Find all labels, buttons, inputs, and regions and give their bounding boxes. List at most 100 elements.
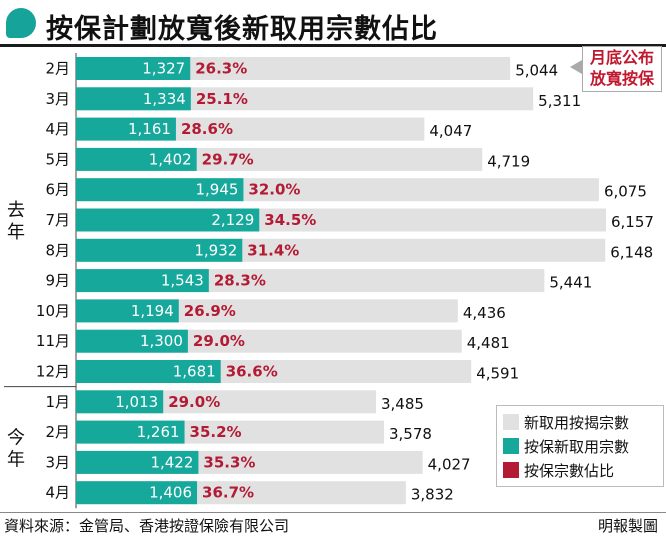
- label-insured: 1,300: [140, 332, 183, 350]
- category-label: 6月: [45, 181, 70, 199]
- group-label-this-year: 今: [7, 427, 25, 448]
- label-insured: 1,194: [131, 302, 174, 320]
- category-label: 11月: [36, 332, 70, 350]
- category-label: 1月: [45, 393, 70, 411]
- label-total: 6,148: [610, 243, 653, 261]
- label-insured: 1,327: [142, 60, 185, 78]
- callout-line-1: 月底公布: [589, 48, 654, 67]
- label-total: 4,591: [476, 365, 519, 383]
- label-share: 28.3%: [214, 272, 266, 290]
- category-label: 12月: [36, 363, 70, 381]
- label-share: 31.4%: [247, 241, 299, 259]
- category-label: 4月: [45, 484, 70, 502]
- title-underline: [0, 44, 666, 47]
- label-insured: 1,013: [115, 393, 158, 411]
- category-label: 2月: [45, 60, 70, 78]
- bar-insured: [76, 420, 185, 444]
- legend-swatch-share: [503, 462, 519, 478]
- bar-insured: [76, 57, 191, 80]
- category-label: 4月: [45, 120, 70, 138]
- bar-insured: [76, 269, 209, 293]
- group-label-last-year: 年: [7, 222, 25, 243]
- speech-bubble-icon: [6, 8, 36, 38]
- legend-item-insured: 按保新取用宗數: [503, 434, 657, 458]
- category-label: 7月: [45, 211, 70, 229]
- title-row: 按保計劃放寬後新取用宗數佔比: [0, 0, 666, 48]
- label-share: 32.0%: [248, 181, 300, 199]
- label-share: 34.5%: [264, 211, 316, 229]
- legend: 新取用按揭宗數 按保新取用宗數 按保宗數佔比: [496, 405, 664, 487]
- legend-label-total: 新取用按揭宗數: [524, 413, 630, 432]
- label-total: 4,027: [428, 455, 471, 473]
- label-share: 25.1%: [196, 90, 248, 108]
- label-total: 6,075: [604, 183, 647, 201]
- bar-insured: [76, 299, 179, 323]
- label-share: 35.2%: [190, 423, 242, 441]
- label-total: 4,719: [487, 152, 530, 170]
- callout-pointer: [570, 60, 582, 74]
- callout-line-2: 放寬按保: [589, 69, 654, 88]
- label-insured: 1,402: [149, 150, 192, 168]
- bar-insured: [76, 178, 244, 202]
- label-insured: 2,129: [211, 211, 254, 229]
- bar-insured: [76, 329, 188, 353]
- source-note: 資料來源：金管局、香港按證保險有限公司: [4, 517, 290, 535]
- label-insured: 1,161: [128, 120, 171, 138]
- label-total: 5,311: [538, 92, 581, 110]
- legend-label-insured: 按保新取用宗數: [524, 437, 630, 456]
- label-share: 36.6%: [226, 363, 278, 381]
- bar-insured: [76, 208, 260, 232]
- legend-label-share: 按保宗數佔比: [524, 461, 615, 480]
- label-share: 29.7%: [202, 150, 254, 168]
- bar-insured: [76, 450, 199, 474]
- bar-insured: [76, 147, 197, 171]
- label-total: 4,047: [429, 122, 472, 140]
- legend-item-total: 新取用按揭宗數: [503, 410, 657, 434]
- legend-swatch-insured: [503, 438, 519, 454]
- label-insured: 1,945: [195, 181, 238, 199]
- label-total: 3,485: [381, 395, 424, 413]
- category-label: 3月: [45, 90, 70, 108]
- label-insured: 1,543: [161, 272, 204, 290]
- label-total: 6,157: [611, 213, 654, 231]
- label-total: 5,441: [549, 274, 592, 292]
- group-label-last-year: 去: [7, 200, 25, 221]
- label-insured: 1,261: [137, 423, 180, 441]
- bar-insured: [76, 390, 164, 414]
- bar-insured: [76, 481, 198, 505]
- label-share: 26.3%: [195, 60, 247, 78]
- label-insured: 1,334: [143, 90, 186, 108]
- category-label: 9月: [45, 272, 70, 290]
- bar-insured: [76, 87, 191, 111]
- label-share: 28.6%: [181, 120, 233, 138]
- bar-insured: [76, 360, 221, 383]
- label-total: 3,832: [411, 486, 454, 504]
- category-label: 3月: [45, 453, 70, 471]
- label-insured: 1,422: [150, 453, 193, 471]
- label-insured: 1,932: [194, 241, 237, 259]
- label-insured: 1,406: [149, 484, 192, 502]
- label-insured: 1,681: [173, 363, 216, 381]
- category-label: 10月: [36, 302, 70, 320]
- footer-divider: [0, 512, 666, 513]
- bar-insured: [76, 238, 243, 262]
- label-total: 4,436: [463, 304, 506, 322]
- label-share: 26.9%: [184, 302, 236, 320]
- credit-note: 明報製圖: [597, 517, 658, 535]
- label-share: 29.0%: [168, 393, 220, 411]
- category-label: 8月: [45, 241, 70, 259]
- label-total: 4,481: [467, 334, 510, 352]
- label-total: 3,578: [389, 425, 432, 443]
- group-label-this-year: 年: [7, 449, 25, 470]
- legend-item-share: 按保宗數佔比: [503, 458, 657, 482]
- chart-title: 按保計劃放寬後新取用宗數佔比: [46, 14, 438, 45]
- callout-box: 月底公布 放寬按保: [582, 46, 662, 92]
- label-share: 29.0%: [193, 332, 245, 350]
- legend-swatch-total: [503, 414, 519, 430]
- label-total: 5,044: [515, 62, 558, 80]
- bar-insured: [76, 117, 176, 141]
- label-share: 35.3%: [203, 453, 255, 471]
- category-label: 5月: [45, 150, 70, 168]
